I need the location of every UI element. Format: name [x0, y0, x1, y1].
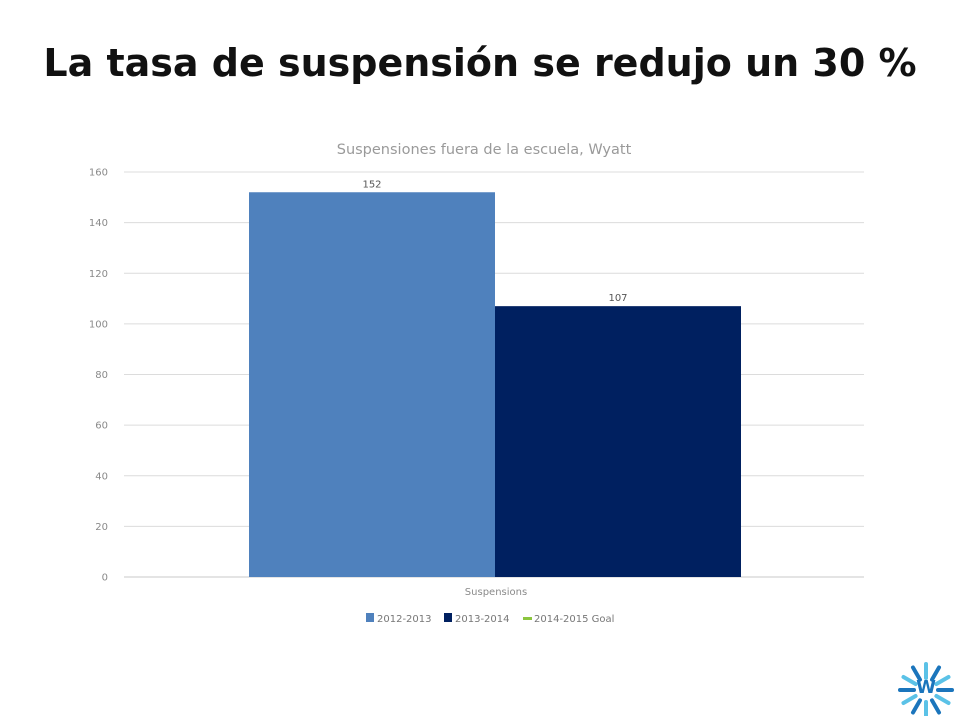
y-tick-label: 140	[89, 218, 108, 229]
logo-ray	[930, 665, 941, 682]
bars	[249, 192, 741, 577]
y-tick-label: 0	[102, 573, 108, 584]
legend-swatch	[523, 617, 532, 620]
legend-label: 2013-2014	[455, 614, 510, 625]
y-tick-label: 120	[89, 269, 108, 280]
logo-letter: W	[916, 677, 936, 698]
y-tick-label: 60	[95, 421, 108, 432]
logo-ray	[930, 698, 941, 715]
x-tick-label: Suspensions	[465, 587, 527, 598]
logo-ray	[911, 665, 922, 682]
y-axis-ticks: 0 20 40 60 80 100 120 140 160	[89, 168, 108, 584]
chart-title: Suspensiones fuera de la escuela, Wyatt	[337, 142, 632, 158]
logo-ray	[901, 694, 918, 705]
legend-label: 2014-2015 Goal	[534, 614, 614, 625]
legend-swatch	[366, 613, 374, 622]
logo-ray	[934, 694, 951, 705]
y-tick-label: 80	[95, 370, 108, 381]
x-axis-ticks: Suspensions	[465, 587, 527, 598]
logo-ray	[901, 675, 918, 686]
y-tick-label: 160	[89, 168, 108, 179]
legend: 2012-2013 2013-2014 2014-2015 Goal	[366, 613, 614, 625]
data-labels: 152 107	[362, 179, 627, 304]
bar-2013-2014	[495, 306, 741, 577]
y-tick-label: 100	[89, 319, 108, 330]
legend-label: 2012-2013	[377, 614, 432, 625]
logo-ray	[911, 698, 922, 715]
bar-2012-2013	[249, 192, 495, 577]
legend-swatch	[444, 613, 452, 622]
slide-title: La tasa de suspensión se redujo un 30 %	[43, 41, 917, 85]
starburst-logo-icon: W	[898, 662, 954, 716]
data-label: 152	[362, 179, 381, 190]
data-label: 107	[608, 293, 627, 304]
logo-ray	[934, 675, 951, 686]
y-tick-label: 20	[95, 522, 108, 533]
y-tick-label: 40	[95, 471, 108, 482]
